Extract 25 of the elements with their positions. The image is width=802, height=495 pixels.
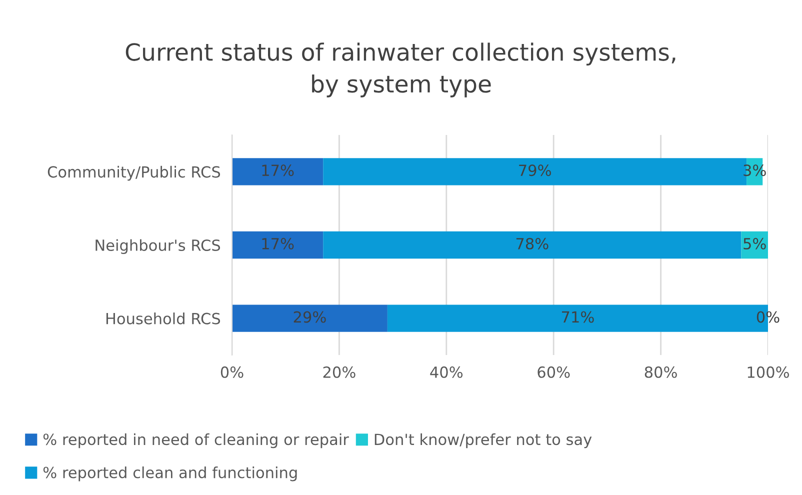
x-tick-label: 60% xyxy=(538,366,570,378)
x-tick-label: 20% xyxy=(323,366,356,378)
legend-label: % reported in need of cleaning or repair xyxy=(43,433,349,448)
legend-label: % reported clean and functioning xyxy=(43,466,297,482)
bar xyxy=(232,231,324,259)
x-tick-label: 0% xyxy=(220,366,244,378)
y-tick-label: Neighbour's RCS xyxy=(96,239,220,254)
x-tick-label: 100% xyxy=(748,366,789,378)
data-label: 71% xyxy=(562,311,594,323)
bar xyxy=(232,304,388,332)
data-label: 79% xyxy=(519,164,551,176)
bar xyxy=(323,231,742,259)
y-tick-label: Community/Public RCS xyxy=(48,166,220,181)
y-tick-label: Household RCS xyxy=(106,312,220,324)
chart-title: Current status of rainwater collection systems, by system type xyxy=(126,42,676,98)
x-tick-label: 40% xyxy=(430,366,463,378)
x-tick-label: 80% xyxy=(644,366,677,378)
data-label: 0% xyxy=(756,311,780,323)
data-label: 17% xyxy=(262,238,294,250)
data-label: 78% xyxy=(516,238,548,250)
data-label: 29% xyxy=(294,311,326,323)
legend-label: Don't know/prefer not to say xyxy=(374,433,592,448)
data-label: 5% xyxy=(744,238,766,250)
data-label: 17% xyxy=(262,164,294,176)
bar xyxy=(232,158,324,186)
